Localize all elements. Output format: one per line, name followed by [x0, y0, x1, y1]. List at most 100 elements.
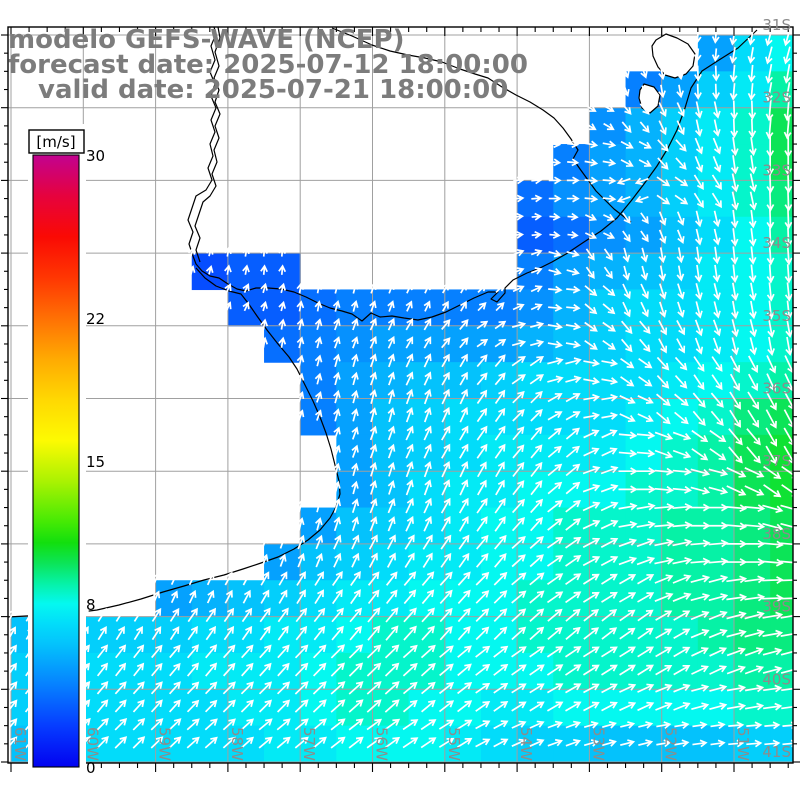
- direction-arrow-icon: [151, 644, 163, 659]
- direction-arrow-icon: [351, 426, 359, 440]
- direction-arrow-icon: [279, 535, 287, 549]
- direction-arrow-icon: [728, 446, 743, 464]
- direction-arrow-icon: [622, 301, 631, 318]
- direction-arrow-icon: [405, 388, 414, 405]
- direction-arrow-icon: [601, 429, 618, 439]
- direction-arrow-icon: [387, 443, 396, 459]
- direction-arrow-icon: [765, 46, 773, 65]
- direction-arrow-icon: [639, 121, 650, 134]
- direction-arrow-icon: [764, 739, 781, 748]
- direction-arrow-icon: [729, 391, 742, 410]
- direction-arrow-icon: [223, 607, 235, 623]
- direction-arrow-icon: [656, 393, 671, 407]
- direction-arrow-icon: [476, 372, 488, 386]
- direction-arrow-icon: [748, 264, 757, 283]
- direction-arrow-icon: [296, 318, 305, 331]
- direction-arrow-icon: [386, 552, 396, 568]
- direction-arrow-icon: [348, 699, 364, 713]
- direction-arrow-icon: [640, 85, 648, 97]
- direction-arrow-icon: [708, 574, 729, 583]
- direction-arrow-icon: [475, 682, 491, 694]
- direction-arrow-icon: [511, 626, 527, 641]
- direction-arrow-icon: [402, 644, 418, 659]
- direction-arrow-icon: [277, 607, 289, 623]
- direction-arrow-icon: [511, 683, 527, 694]
- direction-arrow-icon: [387, 480, 396, 495]
- direction-arrow-icon: [384, 736, 401, 749]
- direction-arrow-icon: [313, 625, 326, 641]
- direction-arrow-icon: [423, 300, 431, 312]
- direction-arrow-icon: [730, 282, 739, 302]
- direction-arrow-icon: [260, 336, 269, 348]
- direction-arrow-icon: [350, 281, 359, 294]
- lagoon: [651, 33, 696, 79]
- direction-arrow-icon: [690, 539, 711, 548]
- direction-arrow-icon: [763, 702, 783, 711]
- direction-arrow-icon: [657, 157, 669, 170]
- direction-arrow-icon: [618, 520, 638, 529]
- arrows-layer: [8, 28, 793, 749]
- direction-arrow-icon: [692, 392, 706, 408]
- direction-arrow-icon: [439, 645, 454, 658]
- direction-arrow-icon: [638, 376, 653, 387]
- direction-arrow-icon: [512, 426, 525, 441]
- direction-arrow-icon: [711, 356, 723, 372]
- lat-axis-label: 33S: [762, 161, 791, 179]
- direction-arrow-icon: [422, 552, 433, 568]
- direction-arrow-icon: [476, 354, 488, 368]
- direction-arrow-icon: [530, 480, 543, 496]
- direction-arrow-icon: [387, 425, 396, 441]
- direction-arrow-icon: [314, 354, 323, 367]
- direction-arrow-icon: [765, 28, 773, 47]
- direction-arrow-icon: [423, 406, 432, 423]
- lon-axis-label: 54W: [517, 727, 535, 761]
- direction-arrow-icon: [369, 388, 378, 404]
- direction-arrow-icon: [748, 373, 759, 392]
- direction-arrow-icon: [420, 644, 436, 659]
- direction-arrow-icon: [511, 321, 527, 329]
- direction-arrow-icon: [423, 497, 432, 514]
- colorbar-unit-label: [m/s]: [36, 133, 75, 151]
- direction-arrow-icon: [351, 534, 360, 550]
- direction-arrow-icon: [781, 484, 793, 498]
- lon-axis-label: 55W: [445, 727, 463, 761]
- direction-arrow-icon: [785, 318, 793, 338]
- direction-arrow-icon: [694, 119, 703, 137]
- direction-arrow-icon: [494, 516, 506, 532]
- direction-arrow-icon: [744, 575, 766, 584]
- direction-arrow-icon: [676, 229, 685, 245]
- direction-arrow-icon: [350, 589, 361, 605]
- direction-arrow-icon: [730, 100, 739, 120]
- direction-arrow-icon: [405, 443, 414, 459]
- direction-arrow-icon: [494, 407, 506, 423]
- direction-arrow-icon: [493, 645, 509, 658]
- direction-arrow-icon: [762, 665, 783, 674]
- direction-arrow-icon: [152, 572, 161, 585]
- direction-arrow-icon: [459, 406, 469, 423]
- direction-arrow-icon: [150, 699, 163, 713]
- direction-arrow-icon: [548, 285, 563, 294]
- direction-arrow-icon: [674, 739, 690, 748]
- direction-arrow-icon: [672, 538, 693, 547]
- title-block: modelo GEFS-WAVE (NCEP) forecast date: 2…: [8, 25, 528, 105]
- direction-arrow-icon: [709, 665, 728, 675]
- direction-arrow-icon: [749, 319, 758, 338]
- direction-arrow-icon: [513, 194, 525, 203]
- direction-arrow-icon: [659, 301, 667, 318]
- direction-arrow-icon: [366, 681, 382, 695]
- direction-arrow-icon: [616, 177, 631, 185]
- direction-arrow-icon: [97, 626, 107, 641]
- direction-arrow-icon: [675, 139, 687, 152]
- direction-arrow-icon: [730, 228, 739, 247]
- direction-arrow-icon: [673, 610, 691, 621]
- direction-arrow-icon: [602, 303, 616, 315]
- direction-arrow-icon: [439, 607, 453, 623]
- wave-cell: [770, 107, 793, 145]
- direction-arrow-icon: [654, 592, 674, 602]
- direction-arrow-icon: [708, 557, 729, 566]
- direction-arrow-icon: [530, 516, 544, 532]
- direction-arrow-icon: [294, 644, 309, 659]
- direction-arrow-icon: [493, 663, 509, 676]
- direction-arrow-icon: [619, 609, 636, 622]
- direction-arrow-icon: [387, 317, 396, 331]
